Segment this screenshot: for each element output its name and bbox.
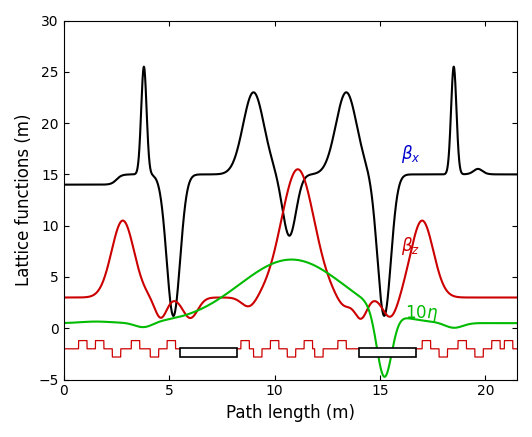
Text: $\beta_x$: $\beta_x$	[401, 143, 421, 165]
X-axis label: Path length (m): Path length (m)	[226, 404, 355, 422]
Y-axis label: Lattice functions (m): Lattice functions (m)	[15, 114, 33, 286]
Text: $10\eta$: $10\eta$	[405, 303, 438, 324]
Text: $\beta_z$: $\beta_z$	[401, 236, 420, 257]
Bar	[359, 348, 416, 357]
Bar	[180, 348, 237, 357]
